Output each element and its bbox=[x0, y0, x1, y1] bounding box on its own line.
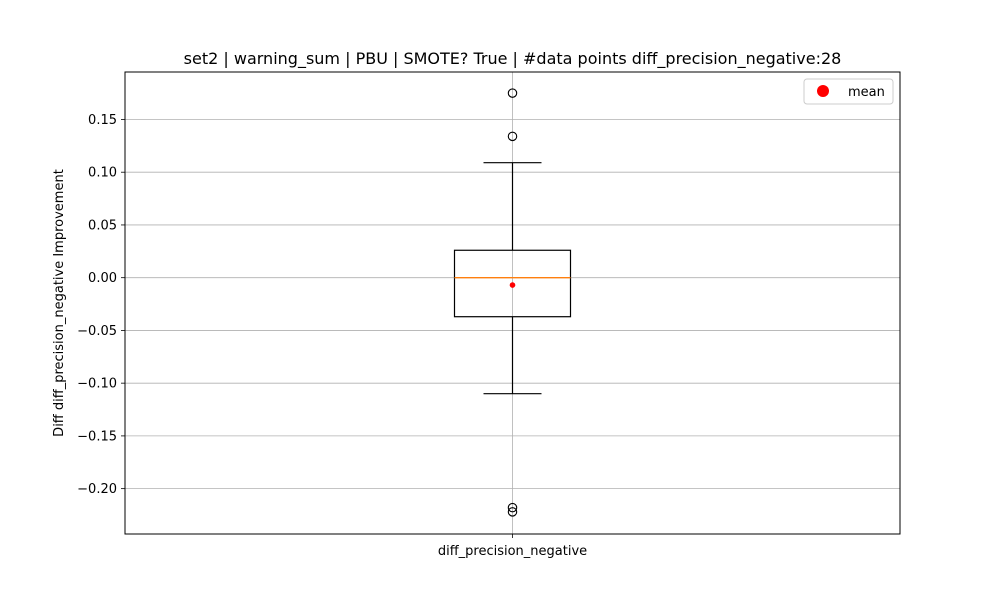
legend: mean bbox=[803, 78, 894, 105]
iqr-box bbox=[453, 249, 572, 318]
y-tick-label: 0.05 bbox=[88, 218, 117, 233]
legend-frame bbox=[803, 78, 894, 105]
chart-title: set2 | warning_sum | PBU | SMOTE? True |… bbox=[184, 49, 842, 69]
y-tick-label: −0.20 bbox=[77, 482, 117, 497]
y-tick-label: 0.10 bbox=[88, 166, 117, 181]
x-axis: diff_precision_negative bbox=[438, 534, 587, 559]
x-tick-label: diff_precision_negative bbox=[438, 544, 587, 559]
outlier-point bbox=[507, 507, 518, 517]
y-tick-label: −0.10 bbox=[77, 377, 117, 392]
y-axis: −0.20 −0.15 −0.10 −0.05 0.00 0.05 0.10 0.15 bbox=[77, 113, 125, 497]
y-tick-label: 0.00 bbox=[88, 271, 117, 286]
y-tick-label: −0.15 bbox=[77, 429, 117, 444]
outlier-point bbox=[507, 502, 518, 513]
y-tick-label: −0.05 bbox=[77, 324, 117, 339]
outlier-point bbox=[507, 131, 518, 142]
mean-marker bbox=[509, 282, 516, 288]
y-axis-label: Diff diff_precision_negative Improvement bbox=[52, 169, 67, 437]
legend-mean-marker bbox=[817, 85, 829, 97]
outlier-point bbox=[507, 88, 518, 98]
box-plot bbox=[453, 88, 572, 517]
y-tick-label: 0.15 bbox=[88, 113, 117, 128]
legend-mean-label: mean bbox=[848, 85, 885, 100]
